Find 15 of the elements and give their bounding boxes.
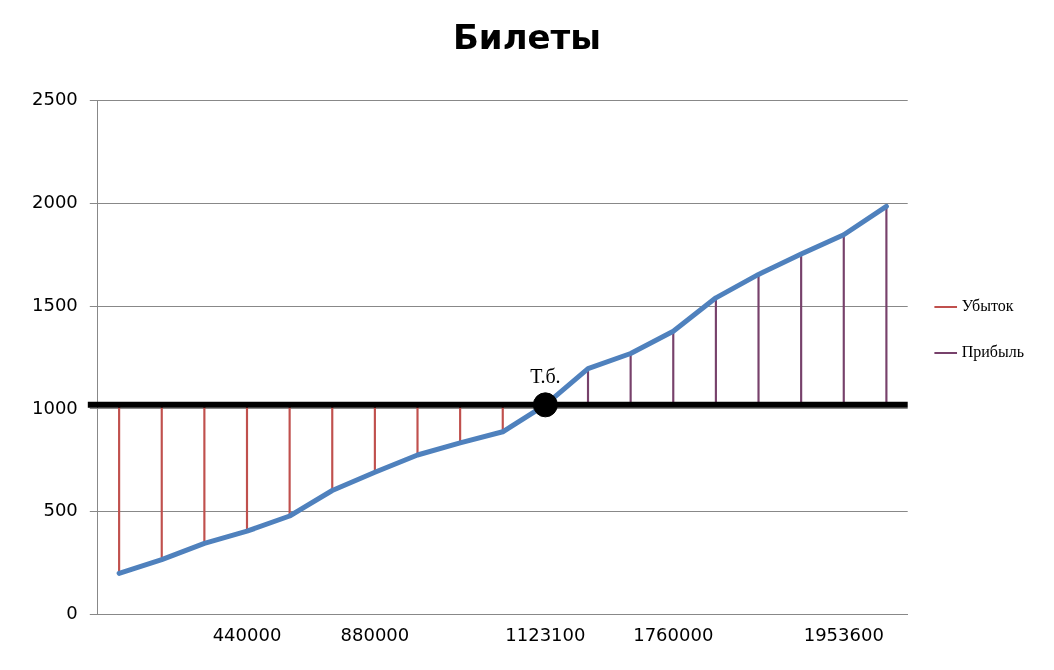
x-tick-label: 1760000 bbox=[633, 623, 714, 645]
y-tick-label: 2000 bbox=[32, 191, 78, 213]
y-tick-label: 2500 bbox=[32, 88, 78, 110]
y-tick-label: 1000 bbox=[32, 396, 78, 418]
y-tick-label: 0 bbox=[66, 602, 78, 624]
x-tick-label: 880000 bbox=[340, 623, 410, 645]
x-tick-label: 440000 bbox=[212, 623, 282, 645]
x-tick-label: 1953600 bbox=[803, 623, 884, 645]
y-tick-label: 500 bbox=[43, 499, 78, 521]
x-tick-label: 1123100 bbox=[505, 623, 586, 645]
y-tick-label: 1500 bbox=[32, 293, 78, 315]
legend-label: Прибыль bbox=[961, 343, 1025, 362]
legend-label: Убыток bbox=[961, 297, 1014, 315]
annotation: Т.б. bbox=[530, 364, 561, 387]
chart-title: Билеты bbox=[452, 17, 602, 58]
